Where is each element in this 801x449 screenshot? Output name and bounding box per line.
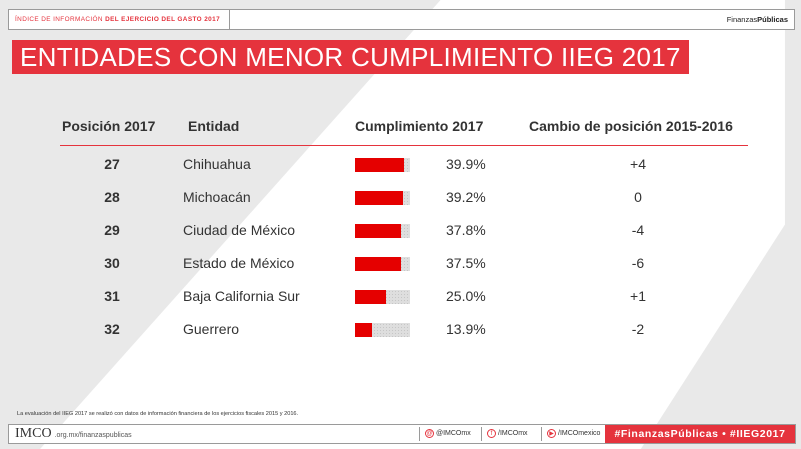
compliance-bar-track bbox=[355, 257, 410, 271]
column-header-entity: Entidad bbox=[188, 118, 240, 134]
compliance-bar-track bbox=[355, 290, 410, 304]
footer-divider bbox=[419, 427, 420, 441]
compliance-bar-fill bbox=[355, 257, 401, 271]
rank-change-cell: -6 bbox=[631, 255, 645, 271]
compliance-bar-fill bbox=[355, 191, 403, 205]
footer-url: .org.mx/finanzaspublicas bbox=[54, 432, 132, 439]
hashtag-banner: #FinanzasPúblicas • #IIEG2017 bbox=[605, 425, 795, 443]
column-header-position: Posición 2017 bbox=[62, 118, 156, 134]
position-cell: 30 bbox=[104, 255, 120, 271]
position-cell: 31 bbox=[104, 288, 120, 304]
imco-logo: IMCO .org.mx/finanzaspublicas bbox=[15, 426, 132, 441]
position-cell: 28 bbox=[104, 189, 120, 205]
compliance-bar-track bbox=[355, 224, 410, 238]
rank-change-cell: -2 bbox=[631, 321, 645, 337]
entity-cell: Estado de México bbox=[183, 255, 295, 271]
column-header-compliance: Cumplimiento 2017 bbox=[355, 118, 484, 134]
compliance-bar-track bbox=[355, 158, 410, 172]
table-row: 27 Chihuahua 39.9% +4 bbox=[0, 148, 801, 181]
entity-cell: Guerrero bbox=[183, 321, 240, 337]
table-row: 28 Michoacán 39.2% 0 bbox=[0, 181, 801, 214]
header-right-title: FinanzasPúblicas bbox=[726, 15, 788, 24]
compliance-percent-cell: 37.8% bbox=[446, 222, 486, 238]
position-cell: 32 bbox=[104, 321, 120, 337]
compliance-bar-fill bbox=[355, 323, 372, 337]
compliance-bar-track bbox=[355, 191, 410, 205]
table-row: 30 Estado de México 37.5% -6 bbox=[0, 247, 801, 280]
rank-change-cell: +4 bbox=[630, 156, 646, 172]
compliance-bar-fill bbox=[355, 158, 404, 172]
rank-change-cell: 0 bbox=[634, 189, 642, 205]
header-divider bbox=[60, 145, 748, 146]
entity-cell: Chihuahua bbox=[183, 156, 251, 172]
entity-cell: Ciudad de México bbox=[183, 222, 296, 238]
entity-cell: Baja California Sur bbox=[183, 288, 300, 304]
compliance-bar-fill bbox=[355, 290, 386, 304]
table-row: 31 Baja California Sur 25.0% +1 bbox=[0, 280, 801, 313]
youtube-icon: ▶ bbox=[547, 428, 556, 438]
compliance-percent-cell: 13.9% bbox=[446, 321, 486, 337]
youtube-link[interactable]: ▶/IMCOmexico bbox=[547, 425, 600, 443]
header-left-title: ÍNDICE DE INFORMACIÓN DEL EJERCICIO DEL … bbox=[9, 10, 230, 29]
twitter-icon: @ bbox=[425, 428, 434, 438]
facebook-icon: f bbox=[487, 428, 496, 438]
entity-cell: Michoacán bbox=[183, 189, 251, 205]
footer-bar: IMCO .org.mx/finanzaspublicas @ @IMCOmx f /… bbox=[8, 424, 796, 444]
compliance-percent-cell: 39.9% bbox=[446, 156, 486, 172]
compliance-bar-fill bbox=[355, 224, 401, 238]
footer-divider bbox=[481, 427, 482, 441]
compliance-bar-track bbox=[355, 323, 410, 337]
table-row: 32 Guerrero 13.9% -2 bbox=[0, 313, 801, 346]
facebook-link[interactable]: f/IMCOmx bbox=[487, 425, 528, 443]
position-cell: 29 bbox=[104, 222, 120, 238]
rank-change-cell: +1 bbox=[630, 288, 646, 304]
rank-change-cell: -4 bbox=[631, 222, 645, 238]
footer-divider bbox=[541, 427, 542, 441]
slide-title: ENTIDADES CON MENOR CUMPLIMIENTO IIEG 20… bbox=[12, 40, 689, 74]
position-cell: 27 bbox=[104, 156, 120, 172]
table-row: 29 Ciudad de México 37.8% -4 bbox=[0, 214, 801, 247]
footnote: La evaluación del IIEG 2017 se realizó c… bbox=[17, 411, 299, 417]
column-header-rank-change: Cambio de posición 2015-2016 bbox=[529, 118, 733, 134]
compliance-percent-cell: 25.0% bbox=[446, 288, 486, 304]
compliance-percent-cell: 39.2% bbox=[446, 189, 486, 205]
top-header-bar: ÍNDICE DE INFORMACIÓN DEL EJERCICIO DEL … bbox=[8, 9, 795, 30]
compliance-percent-cell: 37.5% bbox=[446, 255, 486, 271]
twitter-link[interactable]: @ @IMCOmx bbox=[425, 428, 471, 438]
